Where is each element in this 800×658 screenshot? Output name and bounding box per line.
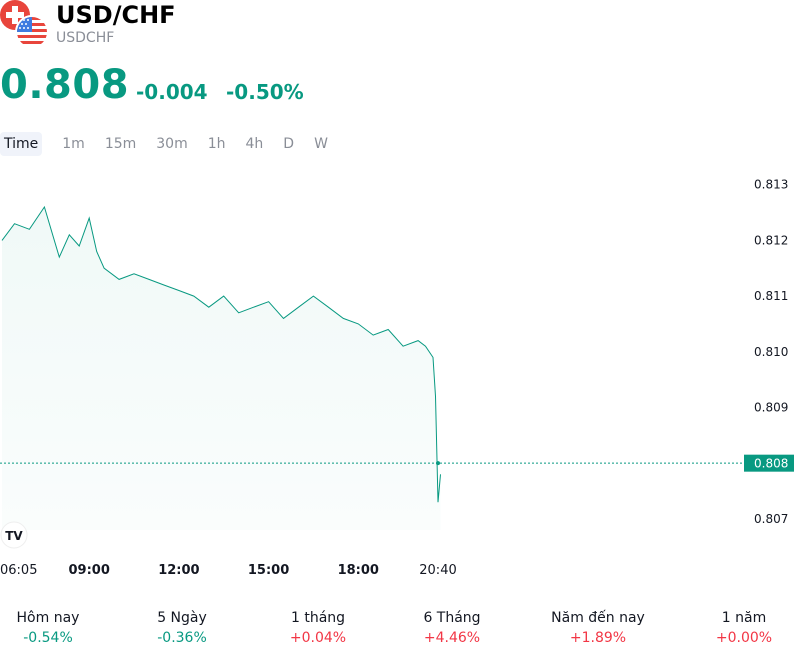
tab-4h[interactable]: 4h xyxy=(245,136,264,152)
y-tick-label: 0.813 xyxy=(754,178,788,192)
price-area-fill xyxy=(2,207,441,530)
y-tick-label: 0.810 xyxy=(754,345,788,359)
perf-label: 5 Ngày xyxy=(157,610,207,626)
x-tick-label: 12:00 xyxy=(158,563,199,578)
y-tick-label: 0.809 xyxy=(754,400,788,414)
perf-today[interactable]: Hôm nay -0.54% xyxy=(0,608,108,648)
tab-1m[interactable]: 1m xyxy=(62,136,85,152)
current-price: 0.808 xyxy=(0,62,130,108)
y-tick-label: 0.811 xyxy=(754,289,788,303)
perf-label: 6 Tháng xyxy=(423,610,481,626)
perf-5-days[interactable]: 5 Ngày -0.36% xyxy=(122,608,242,648)
x-tick-label: 06:05 xyxy=(0,563,37,578)
y-tick-label: 0.807 xyxy=(754,512,788,526)
x-tick-label: 20:40 xyxy=(419,563,456,578)
perf-value: +0.04% xyxy=(289,630,347,646)
tab-time[interactable]: Time xyxy=(0,132,43,156)
perf-label: 1 năm xyxy=(721,610,767,626)
price-change: -0.004 xyxy=(136,80,208,104)
price-chart[interactable]: 0.813 0.812 0.811 0.810 0.809 0.808 0.807 06:0… xyxy=(0,168,800,588)
price-change-percent: -0.50% xyxy=(226,80,304,104)
y-axis: 0.813 0.812 0.811 0.810 0.809 0.808 0.807 xyxy=(754,178,788,526)
perf-ytd[interactable]: Năm đến nay +1.89% xyxy=(538,608,658,648)
tab-d[interactable]: D xyxy=(283,136,295,152)
tab-30m[interactable]: 30m xyxy=(156,136,188,152)
price-line xyxy=(1,205,441,503)
perf-label: 1 tháng xyxy=(290,610,346,626)
perf-label: Hôm nay xyxy=(16,610,80,626)
tradingview-logo-icon[interactable]: TV xyxy=(0,521,28,549)
x-axis: 06:05 09:00 12:00 15:00 18:00 20:40 xyxy=(0,563,457,578)
perf-value: -0.36% xyxy=(157,630,207,646)
symbol-title: USD/CHF xyxy=(56,1,176,29)
perf-value: +4.46% xyxy=(423,630,481,646)
x-tick-label: 09:00 xyxy=(69,563,110,578)
perf-value: +0.00% xyxy=(715,630,773,646)
perf-label: Năm đến nay xyxy=(551,610,645,626)
symbol-ticker: USDCHF xyxy=(56,30,115,46)
tab-15m[interactable]: 15m xyxy=(104,136,137,152)
perf-value: +1.89% xyxy=(569,630,627,646)
tab-w[interactable]: W xyxy=(314,136,328,152)
performance-bar: Hôm nay -0.54% 5 Ngày -0.36% 1 tháng +0.… xyxy=(0,608,800,648)
last-price-label-text: 0.808 xyxy=(754,457,788,471)
symbol-header: USD/CHF USDCHF xyxy=(0,0,800,56)
perf-6-months[interactable]: 6 Tháng +4.46% xyxy=(392,608,512,648)
timeframe-tabs: Time 1m 15m 30m 1h 4h D W xyxy=(0,132,348,156)
x-tick-label: 18:00 xyxy=(338,563,379,578)
x-tick-label: 15:00 xyxy=(248,563,289,578)
last-price-dot xyxy=(436,461,440,466)
perf-1-month[interactable]: 1 tháng +0.04% xyxy=(258,608,378,648)
flags-icon xyxy=(0,0,48,48)
svg-text:TV: TV xyxy=(5,529,23,543)
perf-1-year[interactable]: 1 năm +0.00% xyxy=(684,608,800,648)
perf-value: -0.54% xyxy=(23,630,73,646)
tab-1h[interactable]: 1h xyxy=(207,136,226,152)
y-tick-label: 0.812 xyxy=(754,233,788,247)
last-price-label: 0.808 xyxy=(744,454,794,472)
